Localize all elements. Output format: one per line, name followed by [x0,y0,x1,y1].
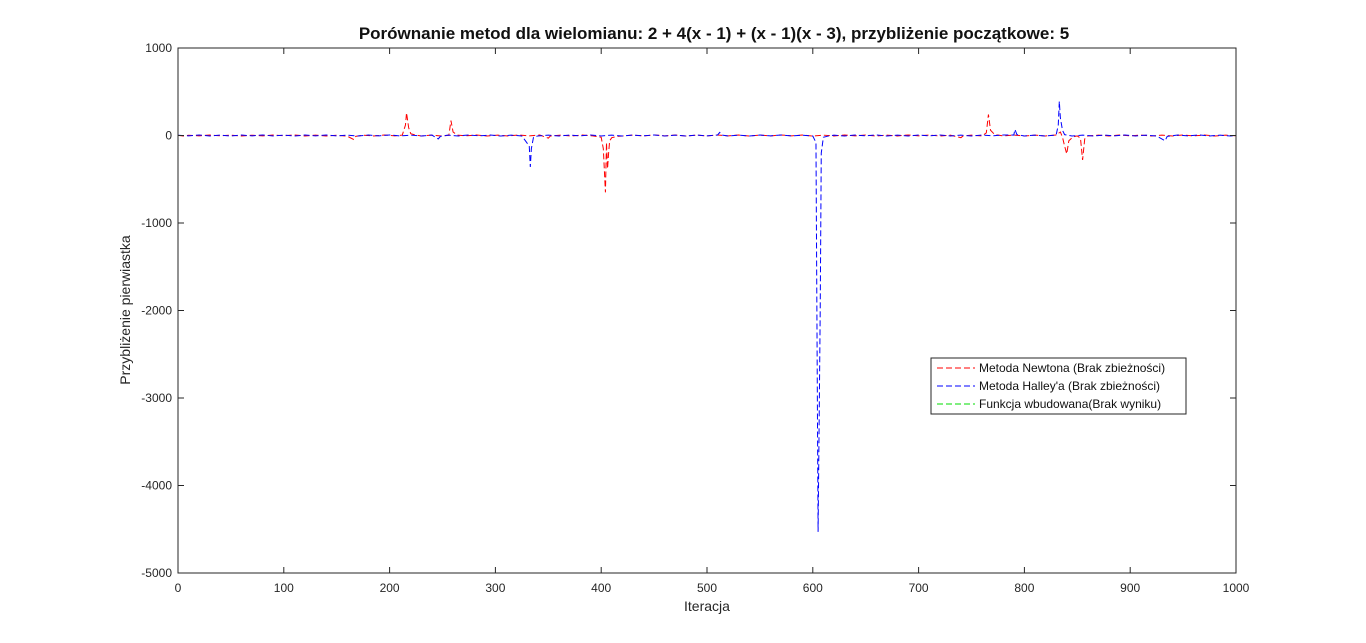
plot-area [178,48,1236,573]
legend-entry: Metoda Newtona (Brak zbieżności) [979,361,1165,375]
x-axis-label: Iteracja [684,598,730,614]
x-axis: 0 100 200 300 400 500 600 700 800 900 1000 [175,48,1250,595]
y-tick-label: -5000 [141,566,172,580]
x-tick-label: 900 [1120,581,1140,595]
y-axis: 1000 0 -1000 -2000 -3000 -4000 -5000 [141,41,1236,580]
y-tick-label: 1000 [145,41,172,55]
chart-title: Porównanie metod dla wielomianu: 2 + 4(x… [359,24,1069,43]
legend: Metoda Newtona (Brak zbieżności) Metoda H… [930,357,1187,415]
x-tick-label: 700 [909,581,929,595]
y-axis-label: Przybliżenie pierwiastka [117,235,133,385]
x-tick-label: 1000 [1223,581,1250,595]
legend-entry: Metoda Halley'a (Brak zbieżności) [979,379,1160,393]
x-tick-label: 800 [1014,581,1034,595]
y-tick-label: -2000 [141,304,172,318]
x-tick-label: 400 [591,581,611,595]
x-tick-label: 100 [274,581,294,595]
y-tick-label: -4000 [141,479,172,493]
legend-entry: Funkcja wbudowana(Brak wyniku) [979,397,1161,411]
x-tick-label: 600 [803,581,823,595]
x-tick-label: 200 [380,581,400,595]
x-tick-label: 300 [485,581,505,595]
x-tick-label: 500 [697,581,717,595]
series-line-1 [177,101,1237,532]
y-tick-label: -3000 [141,391,172,405]
x-tick-label: 0 [175,581,182,595]
series-layer [177,101,1237,532]
y-tick-label: 0 [165,129,172,143]
y-tick-label: -1000 [141,216,172,230]
